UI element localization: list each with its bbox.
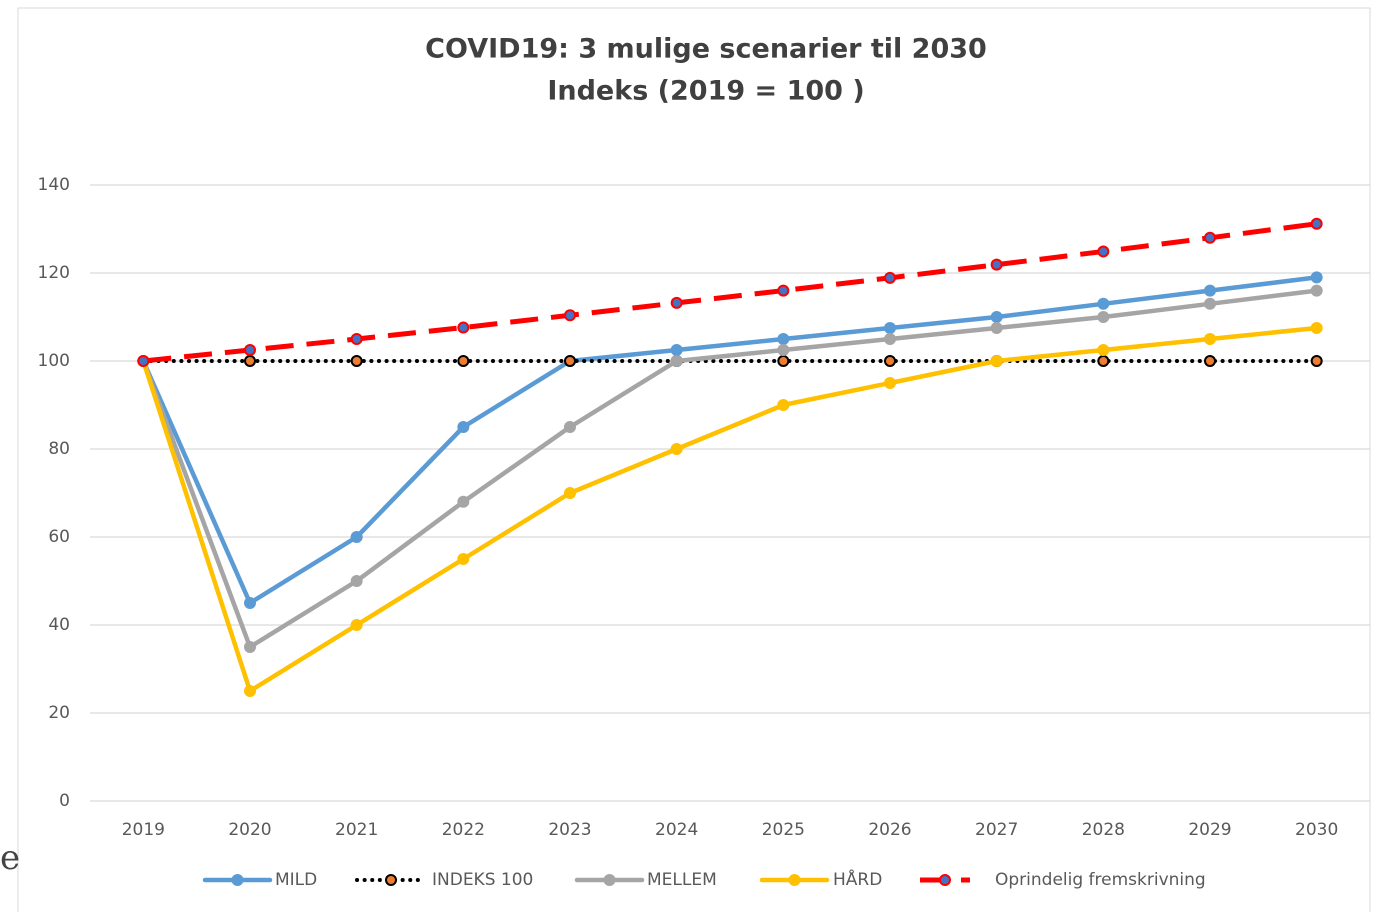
chart-frame: [17, 7, 1371, 912]
data-point: [457, 495, 470, 508]
data-point: [990, 258, 1003, 271]
data-point: [244, 685, 256, 697]
data-point: [1204, 284, 1216, 297]
chart-subtitle: Indeks (2019 = 100 ): [547, 76, 864, 107]
legend-label: MILD: [275, 870, 317, 890]
y-tick-label: 40: [48, 615, 70, 635]
data-point: [1204, 355, 1216, 367]
data-point: [777, 333, 790, 345]
data-point: [990, 355, 1003, 367]
data-point: [670, 296, 683, 309]
data-point: [1097, 311, 1110, 323]
data-point: [1097, 245, 1110, 258]
data-point: [1097, 355, 1110, 367]
data-point: [884, 377, 896, 389]
data-point: [350, 355, 363, 367]
data-point: [137, 355, 150, 367]
y-tick-label: 60: [48, 527, 70, 547]
data-point: [1310, 284, 1323, 297]
legend-marker: [788, 874, 801, 886]
legend-label: Oprindelig fremskrivning: [995, 870, 1206, 890]
data-point: [777, 344, 790, 356]
series-line: [141, 275, 1319, 606]
data-point: [564, 421, 576, 433]
data-point: [244, 355, 256, 367]
data-point: [350, 575, 363, 587]
data-point: [244, 641, 256, 653]
legend-label: INDEKS 100: [432, 870, 533, 890]
legend-marker: [939, 874, 951, 886]
y-tick-label: 100: [38, 351, 70, 371]
x-tick-label: 2019: [122, 820, 165, 840]
legend-marker: [385, 874, 397, 886]
data-point: [457, 553, 470, 565]
data-point: [1310, 271, 1323, 284]
data-point: [244, 597, 256, 609]
data-point: [884, 271, 896, 284]
data-point: [1310, 217, 1323, 230]
data-point: [777, 284, 790, 297]
data-point: [350, 333, 363, 345]
data-point: [564, 309, 576, 322]
y-tick-label: 0: [59, 791, 70, 811]
data-point: [457, 355, 470, 367]
data-point: [777, 355, 790, 367]
x-tick-label: 2020: [228, 820, 271, 840]
y-tick-label: 120: [38, 263, 70, 283]
data-point: [564, 355, 576, 367]
data-point: [990, 322, 1003, 334]
data-point: [564, 487, 576, 499]
x-tick-label: 2021: [335, 820, 378, 840]
data-point: [1097, 297, 1110, 310]
data-point: [350, 531, 363, 543]
x-tick-label: 2025: [762, 820, 805, 840]
legend-label: HÅRD: [833, 868, 882, 890]
x-tick-label: 2022: [442, 820, 485, 840]
y-tick-label: 140: [38, 175, 70, 195]
legend-label: MELLEM: [647, 870, 717, 890]
x-tick-label: 2023: [548, 820, 591, 840]
x-tick-label: 2029: [1188, 820, 1231, 840]
data-point: [1204, 333, 1216, 345]
legend-marker: [603, 874, 616, 886]
data-point: [670, 355, 683, 367]
data-point: [670, 344, 683, 356]
series-line: [141, 288, 1319, 650]
legend-marker: [231, 874, 244, 886]
data-point: [350, 619, 363, 631]
data-point: [1310, 355, 1323, 367]
data-point: [670, 443, 683, 455]
data-point: [244, 344, 256, 356]
data-point: [1310, 322, 1323, 334]
data-point: [457, 421, 470, 433]
x-tick-label: 2030: [1295, 820, 1338, 840]
chart-title: COVID19: 3 mulige scenarier til 2030: [425, 34, 987, 65]
data-point: [1204, 297, 1216, 310]
data-point: [1204, 231, 1216, 244]
data-point: [884, 355, 896, 367]
data-point: [990, 311, 1003, 323]
x-tick-label: 2027: [975, 820, 1018, 840]
x-tick-label: 2028: [1082, 820, 1125, 840]
data-point: [884, 322, 896, 334]
y-tick-label: 80: [48, 439, 70, 459]
x-tick-label: 2024: [655, 820, 698, 840]
data-point: [884, 333, 896, 345]
data-point: [777, 399, 790, 411]
data-point: [457, 321, 470, 334]
x-tick-label: 2026: [868, 820, 911, 840]
data-point: [1097, 344, 1110, 356]
edge-text: e: [0, 838, 20, 878]
y-tick-label: 20: [48, 703, 70, 723]
series-line: [141, 325, 1319, 694]
series-line: [143, 221, 1317, 364]
